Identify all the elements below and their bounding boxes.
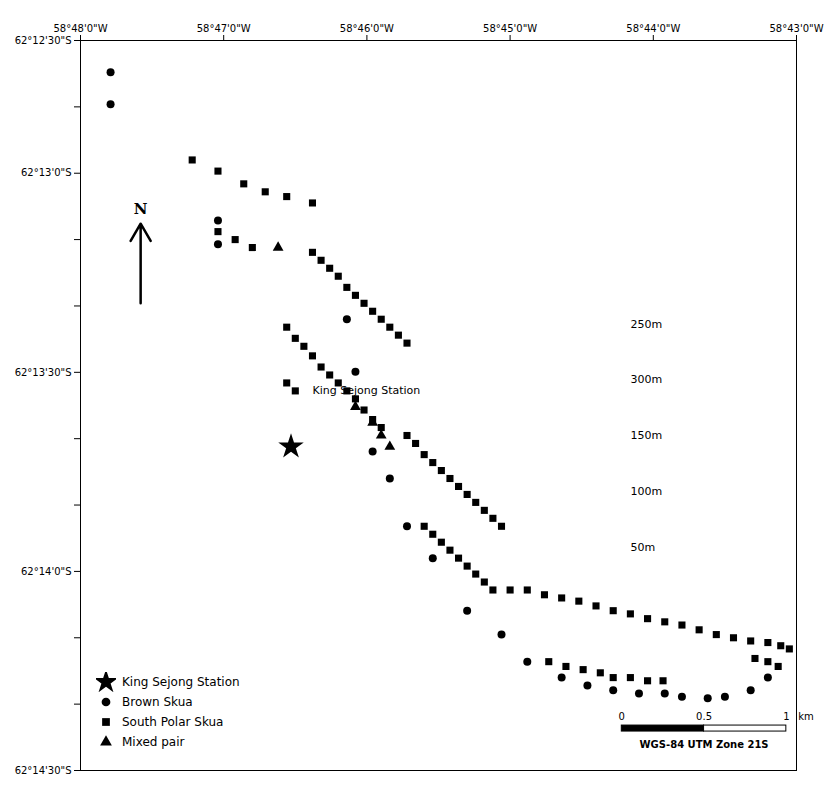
html-text:Brown Skua: Brown Skua (122, 695, 193, 709)
html-text:South Polar Skua: South Polar Skua (122, 715, 224, 729)
svg-text:62°13'30"S: 62°13'30"S (15, 367, 72, 378)
svg-text:km: km (798, 711, 814, 722)
svg-text:58°43'0"W: 58°43'0"W (769, 23, 823, 34)
html-text:Mixed pair: Mixed pair (122, 735, 185, 749)
svg-text:58°45'0"W: 58°45'0"W (483, 23, 537, 34)
svg-text:300m: 300m (630, 373, 662, 386)
svg-text:King Sejong Station: King Sejong Station (312, 384, 420, 397)
html-text:King Sejong Station: King Sejong Station (122, 675, 240, 689)
svg-text:WGS-84 UTM Zone 21S: WGS-84 UTM Zone 21S (640, 739, 769, 750)
svg-text:1: 1 (783, 711, 789, 722)
svg-text:250m: 250m (630, 318, 662, 331)
svg-text:58°46'0"W: 58°46'0"W (340, 23, 394, 34)
svg-text:50m: 50m (630, 541, 655, 554)
svg-text:62°13'0"S: 62°13'0"S (21, 167, 72, 178)
svg-text:58°44'0"W: 58°44'0"W (626, 23, 680, 34)
svg-text:58°48'0"W: 58°48'0"W (53, 23, 107, 34)
svg-text:0: 0 (619, 711, 625, 722)
svg-text:62°12'30"S: 62°12'30"S (15, 35, 72, 46)
svg-text:N: N (134, 200, 148, 218)
svg-text:100m: 100m (630, 485, 662, 498)
svg-text:62°14'30"S: 62°14'30"S (15, 765, 72, 776)
svg-text:150m: 150m (630, 429, 662, 442)
svg-text:0.5: 0.5 (696, 711, 712, 722)
svg-text:58°47'0"W: 58°47'0"W (197, 23, 251, 34)
svg-text:62°14'0"S: 62°14'0"S (21, 566, 72, 577)
